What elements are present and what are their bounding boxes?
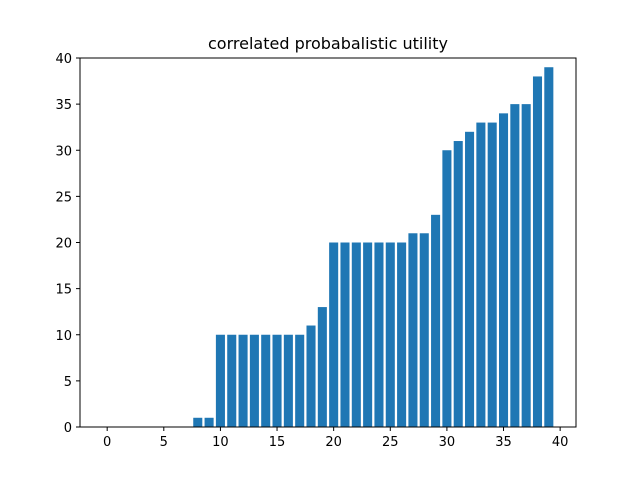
x-axis: 0 5 10 15 20 25 30 35 40 bbox=[103, 427, 568, 450]
bar-31 bbox=[453, 141, 463, 427]
x-tick-label: 5 bbox=[160, 435, 168, 450]
bar-25 bbox=[385, 242, 395, 427]
x-tick-label: 20 bbox=[325, 435, 342, 450]
bar-34 bbox=[487, 122, 497, 427]
bar-24 bbox=[374, 242, 384, 427]
bar-28 bbox=[419, 233, 429, 427]
bar-32 bbox=[465, 131, 475, 428]
bar-13 bbox=[249, 334, 259, 427]
bar-20 bbox=[329, 242, 339, 427]
bar-16 bbox=[283, 334, 293, 427]
bar-37 bbox=[521, 104, 531, 427]
y-tick-label: 0 bbox=[64, 421, 72, 436]
x-tick-label: 10 bbox=[212, 435, 229, 450]
y-tick-label: 10 bbox=[55, 329, 72, 344]
bar-22 bbox=[351, 242, 361, 427]
x-tick-label: 0 bbox=[103, 435, 111, 450]
bar-39 bbox=[544, 67, 554, 427]
chart-title: correlated probabalistic utility bbox=[208, 34, 448, 53]
bar-33 bbox=[476, 122, 486, 427]
bar-21 bbox=[340, 242, 350, 427]
y-tick-label: 5 bbox=[64, 375, 72, 390]
bar-19 bbox=[317, 307, 327, 427]
y-tick-label: 30 bbox=[55, 144, 72, 159]
bar-14 bbox=[261, 334, 271, 427]
bar-36 bbox=[510, 104, 520, 427]
y-tick-label: 20 bbox=[55, 237, 72, 252]
x-tick-label: 15 bbox=[269, 435, 286, 450]
bar-23 bbox=[363, 242, 373, 427]
y-tick-label: 25 bbox=[55, 190, 72, 205]
bar-17 bbox=[295, 334, 305, 427]
x-tick-label: 30 bbox=[439, 435, 456, 450]
bar-12 bbox=[238, 334, 248, 427]
bar-30 bbox=[442, 150, 452, 427]
x-tick-label: 25 bbox=[382, 435, 399, 450]
bar-10 bbox=[215, 334, 225, 427]
bars-group bbox=[193, 67, 554, 428]
bar-26 bbox=[397, 242, 407, 427]
bar-18 bbox=[306, 325, 316, 427]
bar-35 bbox=[498, 113, 509, 427]
bar-8 bbox=[193, 417, 203, 427]
y-tick-label: 15 bbox=[55, 283, 72, 298]
bar-38 bbox=[532, 76, 543, 427]
y-tick-label: 40 bbox=[55, 52, 72, 67]
bar-29 bbox=[431, 214, 441, 427]
bar-11 bbox=[227, 334, 237, 427]
y-tick-label: 35 bbox=[55, 98, 72, 113]
bar-9 bbox=[204, 417, 214, 427]
x-tick-label: 40 bbox=[552, 435, 569, 450]
bar-15 bbox=[272, 334, 282, 427]
x-tick-label: 35 bbox=[495, 435, 512, 450]
y-axis: 0 5 10 15 20 25 30 35 40 bbox=[55, 52, 80, 436]
bar-27 bbox=[408, 233, 418, 427]
plot-frame bbox=[79, 57, 577, 428]
